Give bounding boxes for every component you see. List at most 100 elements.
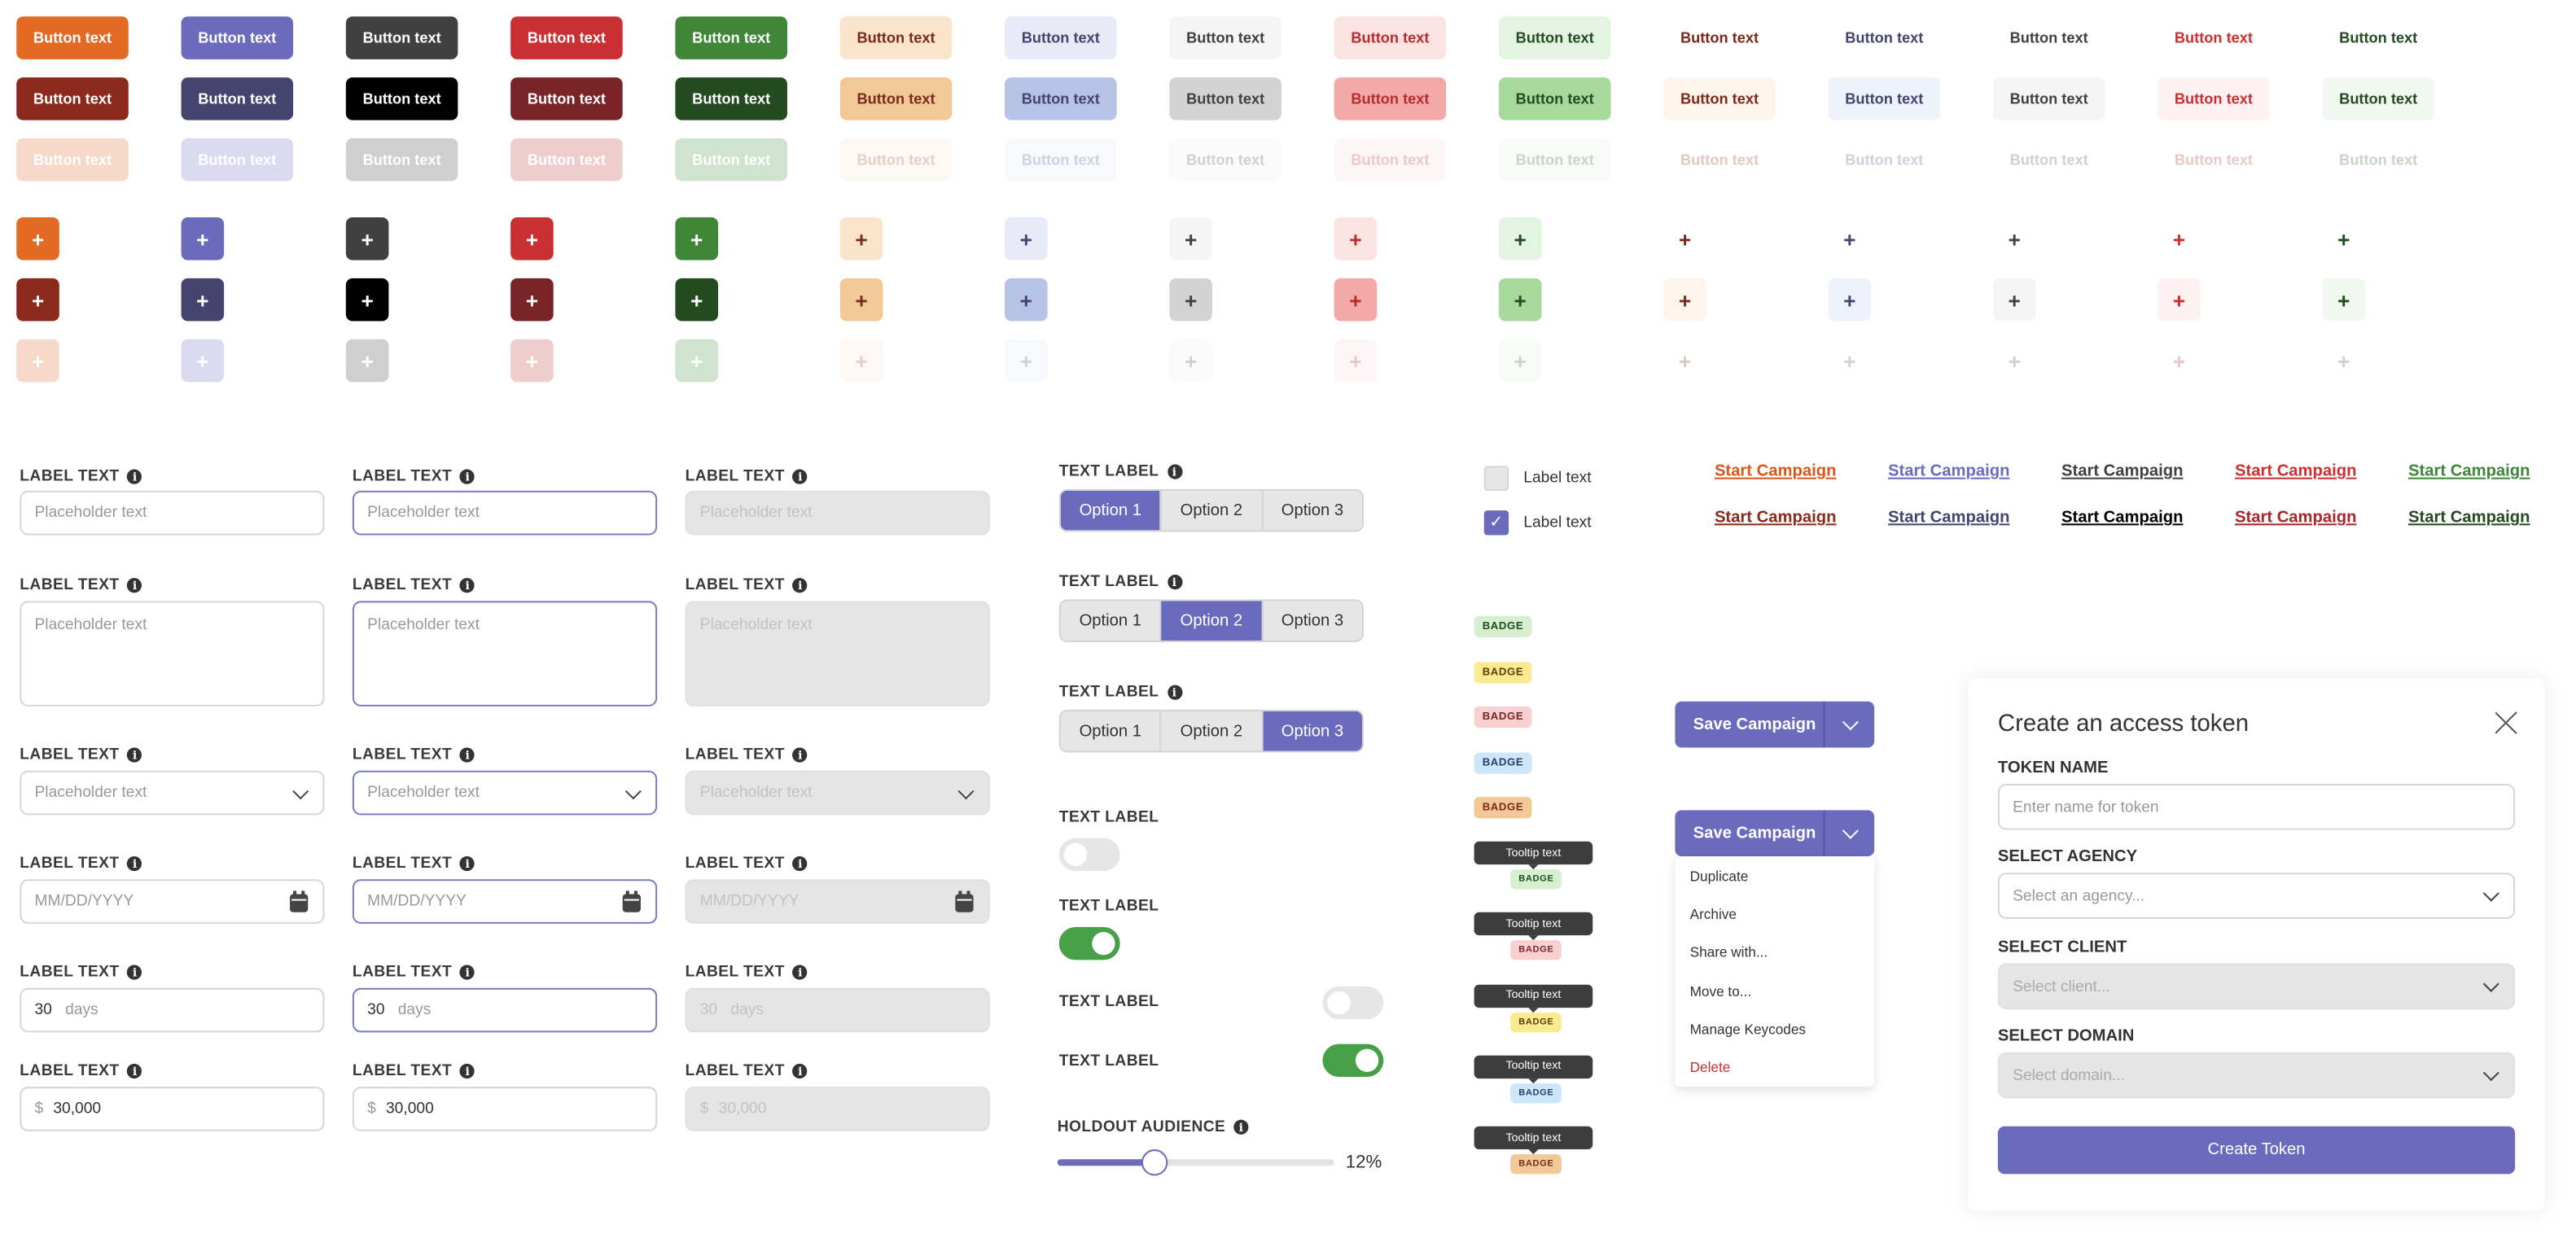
start-campaign-link[interactable]: Start Campaign — [2061, 462, 2184, 481]
icon-button-ghost-brown-hover[interactable]: + — [1663, 278, 1706, 322]
button-ghost-gray-default[interactable]: Button text — [1992, 16, 2105, 59]
button-dark-hover[interactable]: Button text — [345, 77, 458, 120]
icon-button-dark-hover[interactable]: + — [345, 278, 389, 322]
icon-button-ghost-navy-default[interactable]: + — [1828, 217, 1872, 260]
button-ghost-navy-disabled[interactable]: Button text — [1828, 138, 1941, 182]
menu-item-delete[interactable]: Delete — [1689, 1059, 1731, 1076]
button-orange-default[interactable]: Button text — [16, 16, 129, 59]
icon-button-orange-disabled[interactable]: + — [16, 339, 59, 383]
button-purple-default[interactable]: Button text — [181, 16, 294, 59]
icon-button-peach-default[interactable]: + — [839, 217, 883, 260]
menu-item-archive[interactable]: Archive — [1689, 905, 1737, 922]
button-dark-disabled[interactable]: Button text — [345, 138, 458, 182]
button-red-default[interactable]: Button text — [510, 16, 623, 59]
icon-button-pink-disabled[interactable]: + — [1334, 339, 1378, 383]
button-light-gray-default[interactable]: Button text — [1169, 16, 1281, 59]
button-green-disabled[interactable]: Button text — [675, 138, 787, 182]
icon-button-mint-disabled[interactable]: + — [1498, 339, 1542, 383]
icon-button-orange-hover[interactable]: + — [16, 278, 59, 322]
select-field-focus[interactable]: Placeholder text — [352, 770, 658, 816]
icon-button-lavender-default[interactable]: + — [1005, 217, 1048, 260]
toggle-switch[interactable] — [1322, 1043, 1384, 1078]
icon-button-ghost-green-disabled[interactable]: + — [2322, 339, 2366, 383]
icon-button-green-default[interactable]: + — [675, 217, 719, 260]
slider-thumb[interactable] — [1141, 1149, 1169, 1176]
days-field-focus[interactable]: 30 days — [352, 987, 658, 1033]
icon-button-red-default[interactable]: + — [510, 217, 554, 260]
start-campaign-link[interactable]: Start Campaign — [1714, 462, 1837, 481]
button-ghost-red-default[interactable]: Button text — [2158, 16, 2270, 59]
button-pink-disabled[interactable]: Button text — [1334, 138, 1447, 182]
button-green-default[interactable]: Button text — [675, 16, 787, 59]
icon-button-ghost-red-default[interactable]: + — [2158, 217, 2201, 260]
button-orange-hover[interactable]: Button text — [16, 77, 129, 120]
days-field-default[interactable]: 30 days — [20, 987, 325, 1033]
button-ghost-green-disabled[interactable]: Button text — [2322, 138, 2434, 182]
checkbox[interactable] — [1483, 466, 1509, 491]
toggle-switch[interactable] — [1322, 986, 1384, 1020]
token-name-input[interactable]: Enter name for token — [1997, 783, 2516, 830]
button-purple-disabled[interactable]: Button text — [181, 138, 294, 182]
split-dropdown-toggle[interactable] — [1825, 810, 1874, 856]
domain-select[interactable]: Select domain... — [1997, 1052, 2516, 1099]
icon-button-ghost-brown-disabled[interactable]: + — [1663, 339, 1706, 383]
button-ghost-red-hover[interactable]: Button text — [2158, 77, 2270, 120]
button-ghost-brown-default[interactable]: Button text — [1663, 16, 1776, 59]
text-field-default[interactable]: Placeholder text — [20, 490, 325, 536]
icon-button-dark-disabled[interactable]: + — [345, 339, 389, 383]
icon-button-ghost-navy-hover[interactable]: + — [1828, 278, 1872, 322]
button-pink-hover[interactable]: Button text — [1334, 77, 1447, 120]
agency-select[interactable]: Select an agency... — [1997, 873, 2516, 919]
icon-button-pink-hover[interactable]: + — [1334, 278, 1378, 322]
create-token-button[interactable]: Create Token — [1997, 1126, 2516, 1175]
client-select[interactable]: Select client... — [1997, 963, 2516, 1010]
button-ghost-brown-hover[interactable]: Button text — [1663, 77, 1776, 120]
icon-button-dark-default[interactable]: + — [345, 217, 389, 260]
icon-button-ghost-green-hover[interactable]: + — [2322, 278, 2366, 322]
segment-option-1[interactable]: Option 1 — [1061, 601, 1162, 641]
icon-button-lavender-disabled[interactable]: + — [1005, 339, 1048, 383]
button-ghost-green-hover[interactable]: Button text — [2322, 77, 2434, 120]
button-ghost-green-default[interactable]: Button text — [2322, 16, 2434, 59]
checkbox-checked[interactable]: ✓ — [1483, 510, 1509, 536]
button-lavender-disabled[interactable]: Button text — [1005, 138, 1117, 182]
icon-button-ghost-red-disabled[interactable]: + — [2158, 339, 2201, 383]
icon-button-ghost-gray-disabled[interactable]: + — [1992, 339, 2036, 383]
icon-button-peach-hover[interactable]: + — [839, 278, 883, 322]
icon-button-ghost-gray-hover[interactable]: + — [1992, 278, 2036, 322]
icon-button-green-hover[interactable]: + — [675, 278, 719, 322]
start-campaign-link[interactable]: Start Campaign — [2061, 509, 2184, 527]
segment-option-3[interactable]: Option 3 — [1281, 501, 1344, 520]
button-orange-disabled[interactable]: Button text — [16, 138, 129, 182]
icon-button-orange-default[interactable]: + — [16, 217, 59, 260]
icon-button-peach-disabled[interactable]: + — [839, 339, 883, 383]
toggle-switch[interactable] — [1058, 838, 1120, 872]
start-campaign-link[interactable]: Start Campaign — [2234, 509, 2357, 527]
segment-option-1[interactable]: Option 1 — [1060, 490, 1162, 531]
icon-button-light-gray-disabled[interactable]: + — [1169, 339, 1212, 383]
icon-button-mint-hover[interactable]: + — [1498, 278, 1542, 322]
segment-option-2[interactable]: Option 2 — [1161, 601, 1263, 641]
button-dark-default[interactable]: Button text — [345, 16, 458, 59]
icon-button-purple-default[interactable]: + — [181, 217, 225, 260]
menu-item-move-to[interactable]: Move to... — [1689, 982, 1752, 1000]
menu-item-duplicate[interactable]: Duplicate — [1689, 867, 1749, 884]
icon-button-ghost-brown-default[interactable]: + — [1663, 217, 1706, 260]
segment-option-1[interactable]: Option 1 — [1061, 711, 1162, 751]
date-field-focus[interactable]: MM/DD/YYYY — [352, 879, 658, 924]
segment-option-3[interactable]: Option 3 — [1262, 711, 1362, 751]
start-campaign-link[interactable]: Start Campaign — [1714, 509, 1837, 527]
icon-button-red-hover[interactable]: + — [510, 278, 554, 322]
icon-button-ghost-navy-disabled[interactable]: + — [1828, 339, 1872, 383]
calendar-icon[interactable] — [622, 890, 641, 912]
calendar-icon[interactable] — [955, 890, 974, 912]
start-campaign-link[interactable]: Start Campaign — [2408, 462, 2530, 481]
icon-button-ghost-green-default[interactable]: + — [2322, 217, 2366, 260]
button-peach-disabled[interactable]: Button text — [839, 138, 953, 182]
textarea-field-focus[interactable]: Placeholder text — [352, 601, 658, 707]
save-campaign-button[interactable]: Save Campaign — [1675, 701, 1825, 748]
text-field-focus[interactable]: Placeholder text — [352, 490, 658, 536]
button-lavender-hover[interactable]: Button text — [1005, 77, 1117, 120]
icon-button-pink-default[interactable]: + — [1334, 217, 1378, 260]
button-green-hover[interactable]: Button text — [675, 77, 787, 120]
